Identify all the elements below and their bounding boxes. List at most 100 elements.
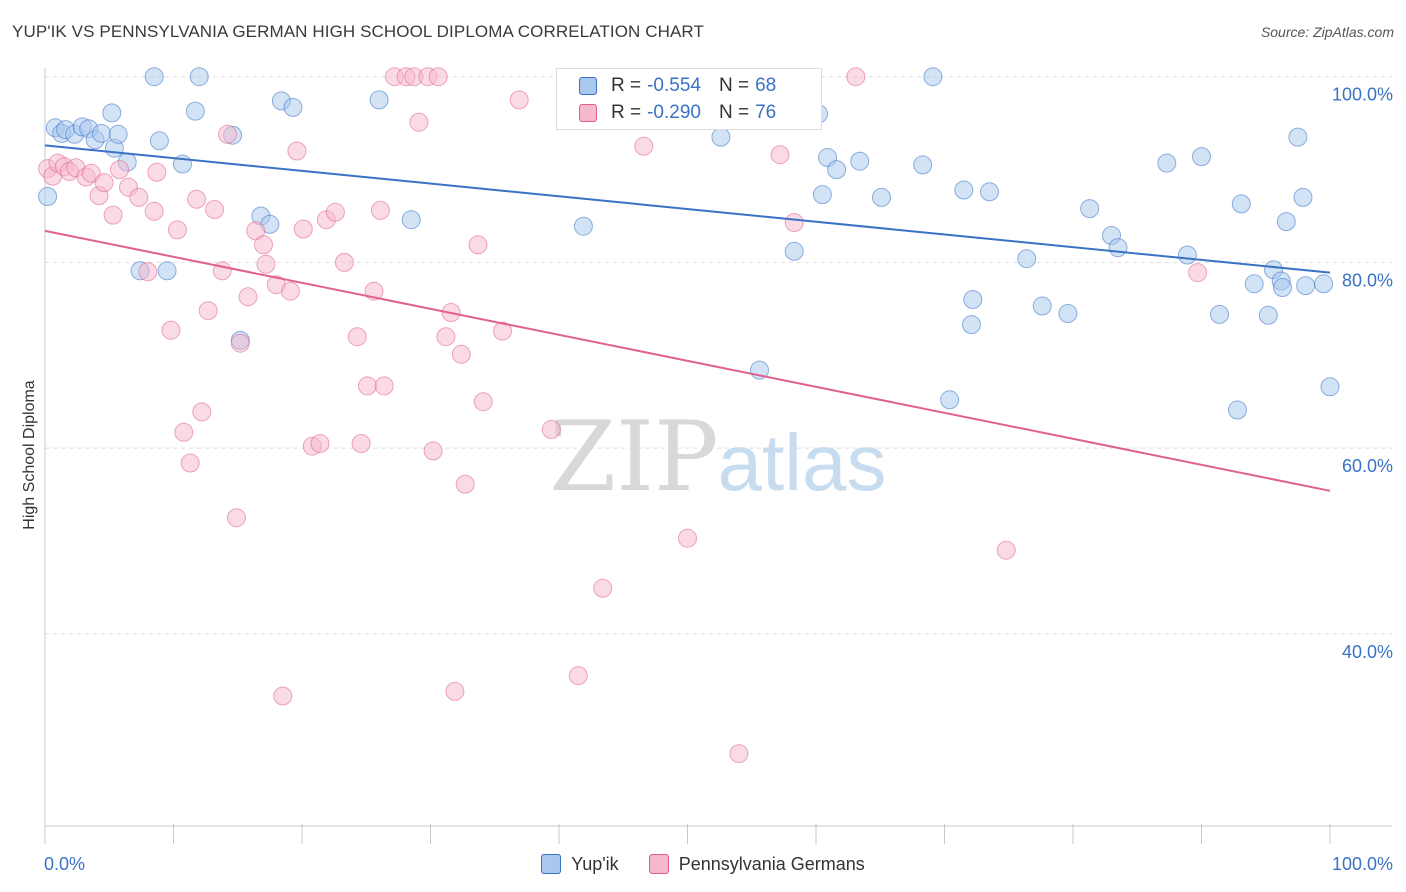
series-legend: Yup'ik Pennsylvania Germans [0, 852, 1406, 876]
pennsylvania-germans-point-65 [541, 420, 561, 439]
legend-label-yupik: Yup'ik [571, 853, 619, 874]
pennsylvania-germans-point-28 [230, 333, 250, 353]
yupik-point-47 [1058, 304, 1078, 323]
yupik-point-65 [1293, 187, 1313, 207]
tick-label-layer: 40.0% 60.0% 80.0% 100.0% 0.0% 100.0% [44, 85, 1393, 874]
watermark-atlas: atlas [718, 418, 887, 507]
pennsylvania-germans-point-56 [436, 327, 456, 347]
pennsylvania-germans-point-18 [167, 220, 187, 240]
pennsylvania-germans-point-9 [94, 173, 114, 193]
pennsylvania-germans-point-45 [358, 376, 377, 396]
n-value: 76 [755, 102, 777, 123]
pennsylvania-germans-point-42 [334, 252, 354, 272]
yupik-point-29 [711, 127, 731, 147]
pennsylvania-germans-point-23 [198, 301, 218, 321]
yupik-point-41 [954, 180, 974, 200]
pennsylvania-germans-point-34 [273, 686, 293, 706]
grid-layer [45, 76, 1392, 635]
pennsylvania-germans-point-7 [81, 163, 101, 183]
yupik-point-67 [1320, 377, 1340, 397]
pennsylvania-germans-point-61 [468, 235, 488, 255]
yupik-point-33 [812, 185, 832, 205]
yupik-point-52 [1177, 245, 1197, 265]
points-layer [38, 67, 1340, 764]
pennsylvania-germans-point-44 [351, 434, 371, 453]
pennsylvania-germans-point-15 [144, 201, 164, 221]
pennsylvania-germans-point-54 [423, 441, 443, 461]
pennsylvania-germans-point-26 [218, 124, 237, 144]
pennsylvania-germans-point-47 [370, 200, 390, 220]
legend-item-pennsylvania-germans[interactable]: Pennsylvania Germans [648, 853, 865, 875]
n-label: N = [718, 75, 750, 96]
stats-row-pennsylvania: R = -0.290 N = 76 [579, 101, 776, 125]
yupik-point-55 [1228, 400, 1247, 420]
yupik-point-58 [1244, 274, 1264, 294]
x-tick-label: 100.0% [1332, 854, 1393, 874]
pennsylvania-germans-point-48 [374, 376, 394, 396]
yupik-point-42 [963, 290, 983, 309]
pennsylvania-germans-point-58 [445, 681, 465, 701]
pennsylvania-germans-point-13 [129, 187, 149, 207]
pennsylvania-germans-point-20 [180, 453, 200, 473]
yupik-point-40 [940, 390, 960, 410]
pennsylvania-germans-point-63 [493, 321, 512, 341]
yupik-point-16 [157, 261, 177, 281]
y-tick-label: 40.0% [1342, 642, 1393, 662]
pennsylvania-germans-point-17 [161, 320, 181, 340]
pennsylvania-germans-point-36 [287, 141, 307, 161]
yupik-point-39 [923, 67, 943, 87]
legend-swatch-blue [541, 854, 562, 874]
trend-layer [44, 144, 1331, 492]
r-value: -0.554 [647, 75, 701, 96]
pennsylvania-germans-point-60 [455, 474, 475, 494]
yupik-point-26 [369, 90, 389, 110]
pennsylvania-germans-point-35 [280, 281, 300, 301]
yupik-point-37 [872, 187, 891, 207]
pennsylvania-germans-point-31 [254, 235, 273, 255]
source-label: Source: ZipAtlas.com [1260, 24, 1394, 40]
pennsylvania-germans-point-59 [451, 344, 471, 364]
yupik-point-63 [1288, 127, 1308, 147]
pennsylvania-germans-point-32 [256, 254, 276, 274]
y-tick-label: 80.0% [1342, 270, 1393, 290]
pennsylvania-germans-point-10 [103, 205, 123, 225]
yupik-point-31 [784, 241, 804, 261]
pennsylvania-germans-point-68 [634, 136, 654, 156]
axis-layer [44, 68, 1392, 844]
legend-swatch-blue [579, 77, 597, 95]
pennsylvania-germans-point-52 [409, 112, 429, 132]
pennsylvania-germans-point-62 [473, 392, 493, 412]
yupik-point-36 [850, 151, 870, 171]
yupik-point-25 [283, 97, 303, 117]
yupik-point-27 [401, 210, 421, 230]
pennsylvania-germans-point-43 [347, 327, 367, 347]
yupik-point-57 [1231, 194, 1251, 214]
yupik-point-18 [185, 101, 205, 121]
yupik-point-0 [38, 187, 58, 206]
yupik-point-19 [189, 67, 209, 87]
yupik-point-9 [102, 103, 122, 123]
pennsylvania-germans-point-24 [205, 200, 225, 219]
pennsylvania-germans-point-22 [192, 402, 212, 422]
watermark-zip: ZIP [549, 401, 718, 513]
pennsylvania-germans-point-55 [428, 67, 448, 87]
y-tick-label: 60.0% [1342, 456, 1393, 476]
watermark: ZIP atlas [549, 401, 886, 513]
yupik-point-15 [149, 131, 169, 151]
pennsylvania-germans-point-72 [784, 213, 804, 232]
legend-label-pennsylvania-germans: Pennsylvania Germans [678, 853, 865, 874]
pennsylvania-germans-point-14 [138, 262, 158, 282]
yupik-point-14 [144, 67, 164, 87]
pennsylvania-germans-point-71 [770, 145, 790, 165]
pennsylvania-germans-point-37 [293, 219, 313, 239]
yupik-trend-line [44, 144, 1331, 274]
yupik-point-54 [1210, 304, 1229, 324]
yupik-point-50 [1108, 238, 1128, 258]
stats-row-yupik: R = -0.554 N = 68 [579, 74, 776, 98]
legend-item-yupik[interactable]: Yup'ik [541, 853, 619, 875]
yupik-point-56 [1258, 305, 1278, 325]
pennsylvania-germans-point-64 [509, 90, 529, 110]
r-value: -0.290 [647, 102, 701, 123]
yupik-point-43 [962, 315, 981, 335]
